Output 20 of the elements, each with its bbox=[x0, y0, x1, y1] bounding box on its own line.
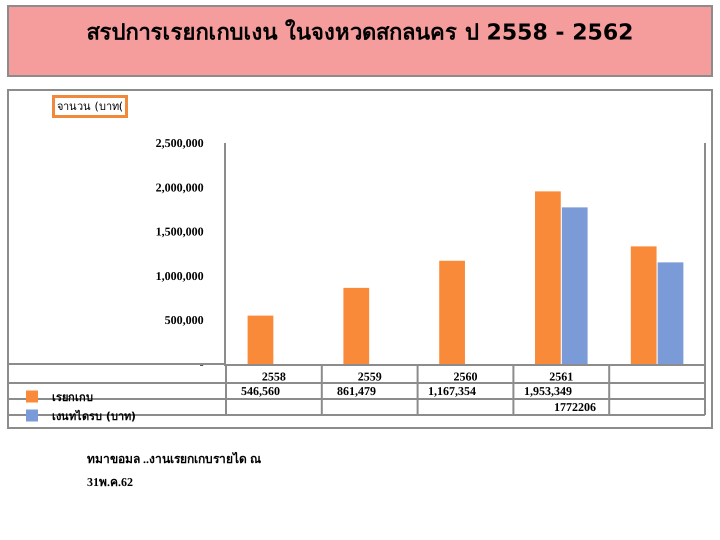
x-tick-label: 2558 bbox=[262, 369, 286, 384]
x-tick-label: 2560 bbox=[454, 369, 478, 384]
data-label: 1,167,354 bbox=[428, 384, 476, 398]
legend-label: เงนทไดรบ (บาท) bbox=[52, 408, 136, 423]
text: ทมาขอมล ..งานเรยกเกบรายได ณ bbox=[87, 451, 261, 466]
x-tick-label: 2561 bbox=[549, 369, 574, 384]
x-tick-label: 2559 bbox=[358, 369, 382, 384]
data-label: 861,479 bbox=[337, 384, 376, 398]
y-axis-title: จานวน (บาท( bbox=[57, 100, 124, 113]
y-tick-label: 500,000 bbox=[164, 313, 204, 327]
data-label: 1772206 bbox=[554, 400, 596, 414]
data-label: 546,560 bbox=[241, 384, 280, 398]
y-tick-label: 2,000,000 bbox=[156, 180, 204, 194]
text: 31พ.ค.62 bbox=[87, 475, 133, 489]
data-label: 1,953,349 bbox=[524, 384, 572, 398]
y-tick-label: 1,500,000 bbox=[156, 224, 204, 239]
y-tick-label: 1,000,000 bbox=[156, 268, 204, 283]
y-tick-label: 2,500,000 bbox=[156, 136, 204, 150]
chart-title: สรปการเรยกเกบเงน ในจงหวดสกลนคร ป 2558 - 2562 bbox=[86, 18, 634, 46]
legend-label: เรยกเกบ bbox=[52, 390, 93, 404]
